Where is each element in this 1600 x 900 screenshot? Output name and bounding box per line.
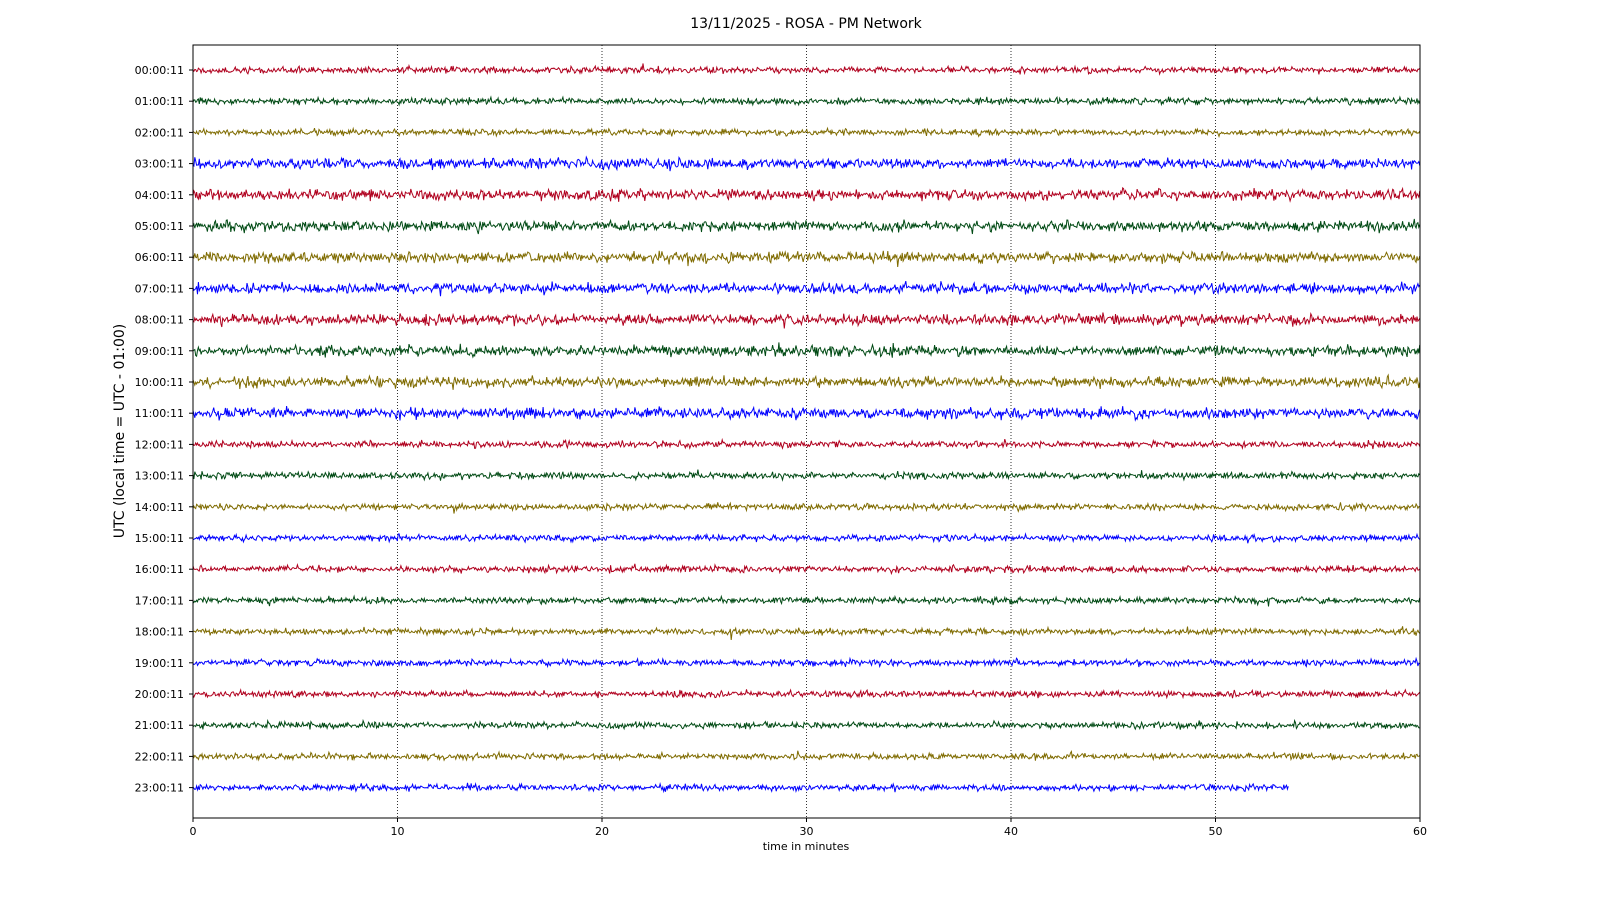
- trace-line: [192, 688, 1421, 700]
- y-tick-label: 07:00:11: [135, 282, 184, 295]
- x-tick-label: 50: [1209, 825, 1223, 838]
- y-tick-label: 04:00:11: [135, 189, 184, 202]
- trace-line: [192, 656, 1420, 669]
- y-tick-label: 03:00:11: [135, 158, 184, 171]
- y-axis-ticks: 00:00:11 01:00:11 02:00:11 03:00:11 04:00:11…: [135, 64, 193, 795]
- trace-line: [192, 501, 1420, 514]
- y-tick-label: 00:00:11: [135, 64, 184, 77]
- trace-line: [192, 594, 1421, 607]
- x-axis-label: time in minutes: [763, 840, 850, 853]
- y-tick-label: 12:00:11: [135, 438, 184, 451]
- x-tick-label: 0: [190, 825, 197, 838]
- y-tick-label: 05:00:11: [135, 220, 184, 233]
- trace-line: [192, 311, 1421, 329]
- x-tick-label: 60: [1413, 825, 1427, 838]
- trace-line: [192, 342, 1421, 359]
- trace-line: [192, 373, 1421, 390]
- y-tick-label: 14:00:11: [135, 501, 184, 514]
- chart-title: 13/11/2025 - ROSA - PM Network: [690, 16, 922, 32]
- y-tick-label: 15:00:11: [135, 532, 184, 545]
- y-axis-label: UTC (local time = UTC - 01:00): [112, 324, 128, 539]
- y-tick-label: 20:00:11: [135, 688, 184, 701]
- trace-line: [192, 218, 1421, 235]
- y-tick-label: 08:00:11: [135, 314, 184, 327]
- y-tick-label: 06:00:11: [135, 251, 184, 264]
- x-tick-label: 30: [800, 825, 814, 838]
- y-tick-label: 09:00:11: [135, 345, 184, 358]
- y-tick-label: 02:00:11: [135, 126, 184, 139]
- trace-line: [192, 186, 1421, 203]
- trace-line: [192, 95, 1421, 107]
- trace-line: [192, 405, 1421, 422]
- trace-line: [192, 437, 1421, 450]
- traces: [192, 63, 1421, 794]
- trace-line: [192, 782, 1289, 794]
- x-tick-label: 10: [391, 825, 405, 838]
- trace-line: [192, 155, 1421, 172]
- y-tick-label: 22:00:11: [135, 750, 184, 763]
- y-tick-label: 01:00:11: [135, 95, 184, 108]
- trace-line: [192, 625, 1421, 641]
- y-tick-label: 18:00:11: [135, 626, 184, 639]
- trace-line: [192, 280, 1421, 297]
- y-tick-label: 11:00:11: [135, 407, 184, 420]
- x-axis-ticks: 0 10 20 30 40 50 60: [190, 818, 1427, 838]
- trace-line: [192, 126, 1421, 138]
- trace-line: [192, 63, 1421, 76]
- trace-line: [192, 750, 1420, 762]
- y-tick-label: 10:00:11: [135, 376, 184, 389]
- trace-line: [192, 250, 1421, 267]
- y-tick-label: 19:00:11: [135, 657, 184, 670]
- trace-line: [192, 532, 1421, 544]
- y-tick-label: 21:00:11: [135, 719, 184, 732]
- y-tick-label: 16:00:11: [135, 563, 184, 576]
- y-tick-label: 23:00:11: [135, 782, 184, 795]
- y-tick-label: 13:00:11: [135, 470, 184, 483]
- trace-line: [192, 469, 1421, 482]
- x-tick-label: 20: [595, 825, 609, 838]
- y-tick-label: 17:00:11: [135, 594, 184, 607]
- x-tick-label: 40: [1004, 825, 1018, 838]
- trace-line: [192, 718, 1420, 731]
- trace-line: [192, 562, 1421, 576]
